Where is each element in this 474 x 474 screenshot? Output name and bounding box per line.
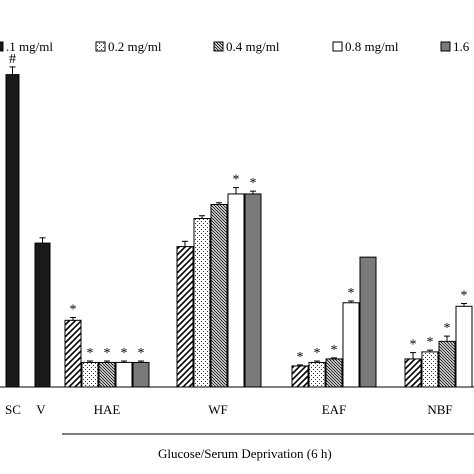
legend-label-1: 0.2 mg/ml xyxy=(108,39,162,54)
significance-mark-wf-3: * xyxy=(233,173,240,188)
significance-mark-wf-4: * xyxy=(250,176,257,191)
x-tick-nbf: NBF xyxy=(427,402,452,417)
bar-nbf-0 xyxy=(404,358,422,388)
bar-control-sc xyxy=(5,74,20,388)
significance-mark-nbf-0: * xyxy=(410,338,417,353)
x-tick-wf: WF xyxy=(208,402,228,417)
significance-marks: # * * * * * * * * * * * * * * * xyxy=(9,52,468,365)
bar-hae-2 xyxy=(98,361,116,388)
x-axis-label: Glucose/Serum Deprivation (6 h) xyxy=(158,446,332,461)
x-tick-sc: SC xyxy=(5,402,21,417)
significance-mark-hae-0: * xyxy=(70,303,77,318)
legend-swatch-1 xyxy=(95,41,106,52)
significance-mark-nbf-1: * xyxy=(427,335,434,350)
legend-label-0: .1 mg/ml xyxy=(6,39,53,54)
x-tick-v: V xyxy=(36,402,46,417)
bar-nbf-2 xyxy=(438,340,456,388)
significance-mark-eaf-1: * xyxy=(314,346,321,361)
legend: .1 mg/ml 0.2 mg/ml 0.4 mg/ml 0.8 mg/ml 1.6 xyxy=(0,39,470,54)
significance-mark-hae-4: * xyxy=(138,346,145,361)
legend-label-2: 0.4 mg/ml xyxy=(226,39,280,54)
bar-hae-3 xyxy=(115,361,133,388)
legend-swatch-3 xyxy=(332,41,343,52)
bar-wf-0 xyxy=(176,246,194,388)
significance-mark-hae-2: * xyxy=(104,346,111,361)
bar-hae-4 xyxy=(132,361,150,388)
legend-swatch-2 xyxy=(213,41,224,52)
bar-hae-0 xyxy=(64,319,82,388)
significance-mark-nbf-2: * xyxy=(444,321,451,336)
legend-swatch-0 xyxy=(0,41,4,52)
significance-mark-eaf-2: * xyxy=(331,343,338,358)
bar-wf-2 xyxy=(210,203,228,388)
significance-mark-nbf-3: * xyxy=(461,288,468,303)
bar-nbf-3 xyxy=(455,305,473,388)
legend-swatch-4 xyxy=(440,41,451,52)
bar-eaf-0 xyxy=(291,365,309,388)
legend-label-3: 0.8 mg/ml xyxy=(345,39,399,54)
bars xyxy=(5,66,473,388)
bar-wf-4 xyxy=(244,193,262,388)
significance-mark-eaf-3: * xyxy=(348,286,355,301)
significance-mark-hae-3: * xyxy=(121,346,128,361)
x-tick-eaf: EAF xyxy=(322,402,347,417)
x-tick-hae: HAE xyxy=(94,402,121,417)
bar-eaf-1 xyxy=(308,361,326,388)
bar-nbf-1 xyxy=(421,351,439,388)
legend-label-4: 1.6 xyxy=(453,39,470,54)
bar-wf-1 xyxy=(193,218,211,388)
bar-wf-3 xyxy=(227,193,245,388)
significance-mark-eaf-0: * xyxy=(297,350,304,365)
significance-mark-control-sc: # xyxy=(9,52,16,67)
significance-mark-hae-1: * xyxy=(87,346,94,361)
x-tick-labels: SC V HAE WF EAF NBF xyxy=(5,402,453,417)
bar-hae-1 xyxy=(81,361,99,388)
bar-eaf-3 xyxy=(342,302,360,388)
bar-control-v xyxy=(34,242,51,388)
bar-eaf-4 xyxy=(359,256,377,388)
bar-eaf-2 xyxy=(325,358,343,388)
